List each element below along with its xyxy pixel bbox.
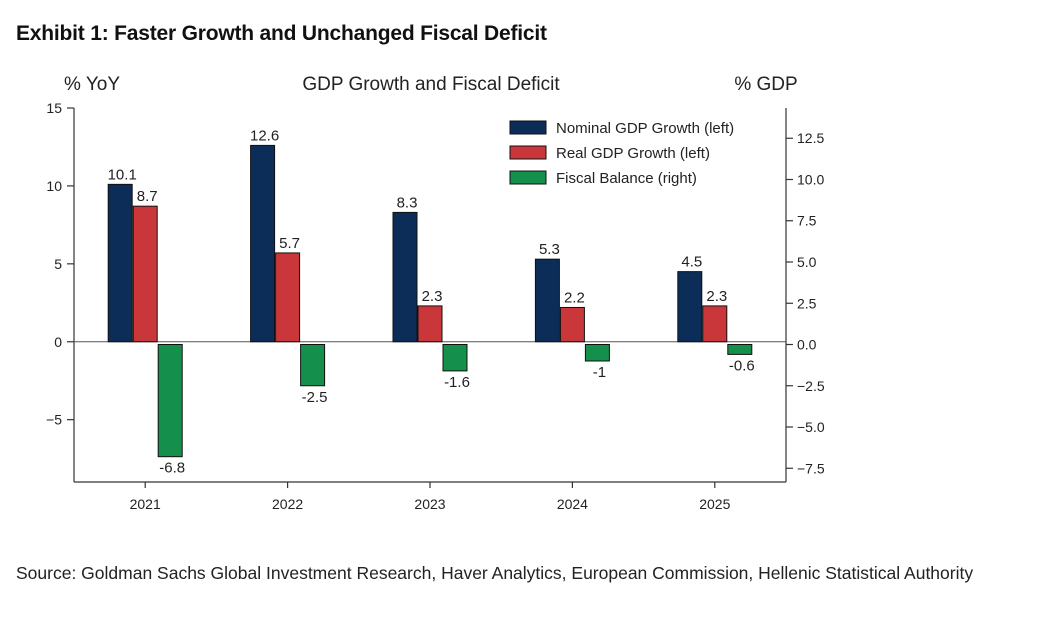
left-axis-tick-label: −5: [46, 412, 62, 428]
data-label: 12.6: [250, 127, 279, 144]
bar-nominal-2021: [107, 183, 133, 343]
legend-swatch: [509, 145, 547, 160]
data-label: 2.3: [706, 288, 727, 305]
right-axis-tick-label: −5.0: [797, 419, 825, 435]
legend-label: Fiscal Balance (right): [556, 170, 697, 187]
right-axis-tick-label: 2.5: [797, 295, 817, 311]
right-axis-tick-label: 12.5: [797, 130, 824, 146]
x-axis-tick-label: 2022: [272, 496, 303, 512]
chart-axes: 15 10 5 0 −5 12.5 10.0 7.5 5.0 2.5 0.0 −2.5 −5.0 −7.5…: [46, 100, 825, 512]
data-label: -1: [593, 364, 606, 381]
legend-label: Real GDP Growth (left): [556, 145, 710, 162]
bar-fiscal-2023: [442, 344, 468, 372]
legend-swatch: [509, 120, 547, 135]
bar-nominal-2023: [392, 211, 418, 343]
chart-legend: Nominal GDP Growth (left) Real GDP Growth…: [509, 120, 734, 187]
data-label: 5.7: [279, 235, 300, 252]
bar-nominal-2025: [677, 271, 703, 343]
chart: 15 10 5 0 −5 12.5 10.0 7.5 5.0 2.5 0.0 −2.5 −5.0 −7.5…: [46, 74, 825, 512]
data-label: 5.3: [539, 241, 560, 258]
data-label: 4.5: [681, 254, 702, 271]
bar-fiscal-2025: [727, 344, 753, 355]
right-axis-label: % GDP: [734, 74, 797, 95]
data-label: 10.1: [108, 166, 137, 183]
data-label: -0.6: [729, 357, 755, 374]
right-axis-tick-label: 5.0: [797, 254, 817, 270]
x-axis-tick-label: 2021: [130, 496, 161, 512]
bar-fiscal-2022: [300, 344, 326, 387]
bar-real-2022: [275, 252, 301, 343]
chart-title: GDP Growth and Fiscal Deficit: [302, 74, 560, 95]
data-label: 8.7: [137, 188, 158, 205]
bar-fiscal-2021: [157, 344, 183, 458]
right-axis-tick-label: −7.5: [797, 460, 825, 476]
bar-fiscal-2024: [584, 344, 610, 362]
left-axis-tick-label: 0: [54, 334, 62, 350]
data-label: 2.2: [564, 289, 585, 306]
x-axis-tick-label: 2024: [557, 496, 588, 512]
legend-label: Nominal GDP Growth (left): [556, 120, 734, 137]
bar-real-2025: [702, 305, 728, 343]
right-axis-tick-label: −2.5: [797, 378, 825, 394]
left-axis-tick-label: 10: [46, 178, 62, 194]
x-axis-tick-label: 2025: [699, 496, 730, 512]
chart-data-labels: 10.18.7 -6.8 12.6 5.7 -2.5 8.3 2.3 -1.6 5.3 2.2 -1…: [108, 127, 755, 476]
legend-swatch: [509, 170, 547, 185]
bar-real-2024: [559, 306, 585, 343]
bar-real-2023: [417, 305, 443, 343]
bar-nominal-2022: [250, 144, 276, 343]
chart-bars: [107, 144, 753, 458]
data-label: -2.5: [302, 389, 328, 406]
right-axis-tick-label: 0.0: [797, 337, 817, 353]
data-label: -6.8: [159, 460, 185, 477]
data-label: 8.3: [397, 194, 418, 211]
left-axis-tick-label: 15: [46, 100, 62, 116]
right-axis-tick-label: 7.5: [797, 213, 817, 229]
bar-real-2021: [132, 205, 158, 343]
source-note: Source: Goldman Sachs Global Investment …: [16, 563, 974, 583]
right-axis-tick-label: 10.0: [797, 171, 824, 187]
left-axis-tick-label: 5: [54, 256, 62, 272]
data-label: -1.6: [444, 374, 470, 391]
bar-nominal-2024: [534, 258, 560, 343]
exhibit-title: Exhibit 1: Faster Growth and Unchanged F…: [16, 22, 547, 45]
x-axis-tick-label: 2023: [414, 496, 445, 512]
data-label: 2.3: [422, 288, 443, 305]
left-axis-label: % YoY: [64, 74, 120, 95]
